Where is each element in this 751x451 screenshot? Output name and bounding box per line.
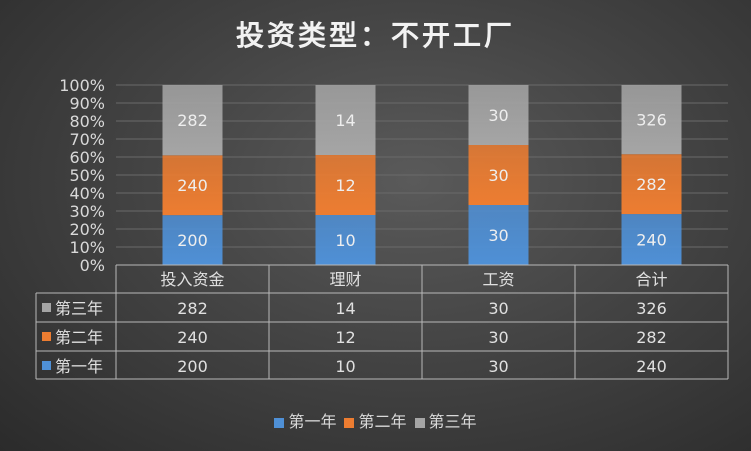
data-label: 14 xyxy=(335,111,355,130)
y-tick-label: 70% xyxy=(69,130,105,149)
y-tick-label: 10% xyxy=(69,238,105,257)
y-tick-label: 0% xyxy=(80,256,105,275)
bar-segment xyxy=(468,205,529,265)
bar-segment xyxy=(162,155,223,216)
table-header: 投入资金 xyxy=(160,270,224,289)
legend-swatch xyxy=(414,417,425,428)
y-tick-label: 20% xyxy=(69,220,105,239)
table-cell: 30 xyxy=(488,299,508,318)
legend-key xyxy=(42,303,51,312)
table-cell: 282 xyxy=(177,299,208,318)
data-label: 30 xyxy=(488,106,508,125)
table-header: 理财 xyxy=(329,270,361,289)
y-tick-label: 40% xyxy=(69,184,105,203)
legend-swatch xyxy=(274,417,285,428)
bar-segment xyxy=(315,155,376,215)
legend-item: 第三年 xyxy=(414,412,477,431)
legend-key xyxy=(42,361,51,370)
y-tick-label: 90% xyxy=(69,94,105,113)
table-cell: 326 xyxy=(636,299,667,318)
table-row-label: 第二年 xyxy=(55,328,103,347)
data-label: 10 xyxy=(335,231,355,250)
table-row-label: 第三年 xyxy=(55,299,103,318)
table-header: 工资 xyxy=(482,270,514,289)
bar-segment xyxy=(621,154,682,215)
y-tick-label: 30% xyxy=(69,202,105,221)
bar-segment xyxy=(315,215,376,265)
y-tick-label: 100% xyxy=(59,76,105,95)
data-label: 240 xyxy=(177,176,208,195)
table-cell: 30 xyxy=(488,328,508,347)
data-label: 282 xyxy=(177,111,208,130)
table-row-label: 第一年 xyxy=(55,357,103,376)
y-tick-label: 50% xyxy=(69,166,105,185)
bar-segment xyxy=(162,85,223,156)
chart-title: 投资类型：不开工厂 xyxy=(235,19,515,52)
legend-label: 第二年 xyxy=(358,412,407,431)
legend: 第一年 第二年 第三年 xyxy=(0,408,751,432)
table-cell: 282 xyxy=(636,328,667,347)
bar-segment xyxy=(621,85,682,155)
data-label: 30 xyxy=(488,226,508,245)
y-tick-label: 80% xyxy=(69,112,105,131)
bar-segment xyxy=(162,215,223,265)
legend-label: 第一年 xyxy=(288,412,337,431)
table-header: 合计 xyxy=(635,270,667,289)
bar-segment xyxy=(621,214,682,265)
bar-segment xyxy=(315,85,376,155)
data-label: 12 xyxy=(335,176,355,195)
table-cell: 240 xyxy=(177,328,208,347)
bar-segment xyxy=(468,85,529,145)
data-label: 326 xyxy=(636,111,667,130)
table-cell: 14 xyxy=(335,299,355,318)
table-cell: 10 xyxy=(335,357,355,376)
table-cell: 30 xyxy=(488,357,508,376)
legend-swatch xyxy=(344,417,355,428)
data-label: 282 xyxy=(636,175,667,194)
data-label: 200 xyxy=(177,231,208,250)
legend-label: 第三年 xyxy=(428,412,477,431)
table-cell: 12 xyxy=(335,328,355,347)
legend-item: 第二年 xyxy=(344,412,407,431)
legend-item: 第一年 xyxy=(274,412,336,431)
bar-segment xyxy=(468,145,529,205)
y-tick-label: 60% xyxy=(69,148,105,167)
table-cell: 200 xyxy=(177,357,208,376)
data-label: 30 xyxy=(488,166,508,185)
table-cell: 240 xyxy=(636,357,667,376)
legend-key xyxy=(42,332,51,341)
data-label: 240 xyxy=(636,231,667,250)
